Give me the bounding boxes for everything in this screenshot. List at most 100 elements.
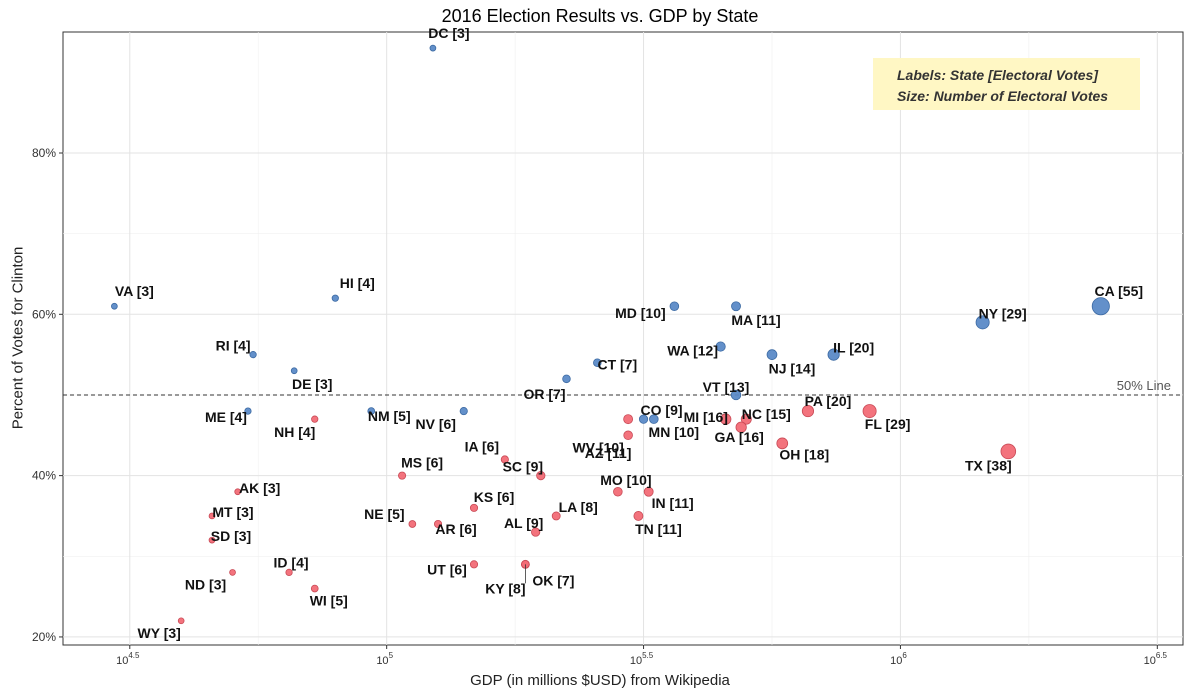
point-label-mt: MT [3]: [212, 504, 253, 520]
point-label-vt: VT [13]: [703, 379, 750, 395]
data-point-ga: [735, 421, 747, 433]
data-point-ma: [731, 301, 741, 312]
data-point-nc: [740, 413, 752, 425]
point-label-id: ID [4]: [274, 554, 309, 570]
reference-line-group: 50% Line: [63, 378, 1183, 396]
point-label-ne: NE [5]: [364, 506, 404, 522]
point-label-az: AZ [11]: [585, 445, 632, 461]
point-label-hi: HI [4]: [340, 275, 375, 291]
point-label-ok: OK [7]: [532, 572, 574, 588]
data-point-vt: [730, 389, 742, 401]
data-point-ms: [398, 471, 407, 480]
data-point-oh: [776, 437, 789, 450]
legend-note: Labels: State [Electoral Votes] Size: Nu…: [873, 58, 1140, 110]
data-point-la: [551, 511, 561, 521]
data-point-ia: [500, 455, 509, 464]
point-labels: VA [3] DC [3] HI [4] RI [4] DE [3] ME [4] NM […: [115, 25, 1143, 641]
point-label-nh: NH [4]: [274, 424, 315, 440]
data-point-ny: [975, 315, 990, 330]
data-point-me: [244, 407, 252, 415]
point-label-fl: FL [29]: [865, 416, 911, 432]
point-label-me: ME [4]: [205, 409, 247, 425]
data-point-or: [562, 374, 571, 384]
point-label-tx: TX [38]: [965, 457, 1012, 473]
point-label-ga: GA [16]: [715, 429, 764, 445]
point-label-oh: OH [18]: [779, 446, 829, 462]
point-label-nc: NC [15]: [742, 406, 791, 422]
point-label-ct: CT [7]: [597, 357, 637, 373]
point-label-nv: NV [6]: [416, 416, 456, 432]
chart-title: 2016 Election Results vs. GDP by State: [441, 6, 759, 26]
point-label-or: OR [7]: [523, 386, 565, 402]
x-tick-label: 106: [890, 651, 907, 667]
y-tick-label: 40%: [32, 469, 56, 483]
data-point-in: [643, 486, 654, 497]
data-point-nd: [229, 569, 236, 576]
point-label-wy: WY [3]: [138, 625, 181, 641]
data-point-hi: [331, 294, 339, 302]
point-label-wv: WV [10]: [572, 439, 623, 455]
point-label-ri: RI [4]: [216, 338, 251, 354]
data-point-mn: [649, 414, 659, 424]
plot-panel: [62, 31, 1184, 646]
data-point-mi: [720, 413, 732, 425]
y-tick-label: 80%: [32, 146, 56, 160]
point-label-mn: MN [10]: [649, 424, 700, 440]
data-point-ct: [593, 358, 602, 367]
data-point-mo: [613, 486, 623, 497]
data-point-ca: [1091, 297, 1110, 316]
data-point-md: [669, 301, 680, 311]
x-tick-label: 104.5: [116, 651, 140, 667]
legend-line-size: Size: Number of Electoral Votes: [897, 88, 1109, 104]
point-label-ms: MS [6]: [401, 455, 443, 471]
data-point-wi: [310, 584, 319, 593]
point-label-nm: NM [5]: [368, 408, 411, 424]
data-point-nm: [367, 407, 376, 415]
point-label-ut: UT [6]: [427, 561, 467, 577]
data-point-il: [827, 348, 840, 361]
point-label-ar: AR [6]: [435, 521, 476, 537]
point-label-mo: MO [10]: [600, 472, 651, 488]
data-point-sd: [208, 536, 216, 544]
point-label-co: CO [9]: [641, 402, 683, 418]
point-label-nd: ND [3]: [185, 576, 226, 592]
point-label-sc: SC [9]: [503, 459, 543, 475]
point-label-ia: IA [6]: [465, 438, 499, 454]
point-label-ks: KS [6]: [474, 489, 514, 505]
point-label-il: IL [20]: [833, 340, 874, 356]
x-tick-label: 105: [376, 651, 393, 667]
data-point-al: [531, 527, 541, 537]
point-label-sd: SD [3]: [211, 528, 251, 544]
y-tick-label: 20%: [32, 630, 56, 644]
x-tick-label: 106.5: [1144, 651, 1168, 667]
data-point-id: [285, 568, 293, 577]
data-point-nj: [766, 349, 778, 360]
data-point-wv: [623, 430, 633, 441]
data-point-de: [290, 367, 298, 375]
data-point-ne: [408, 520, 417, 528]
data-point-wy: [177, 617, 185, 625]
grid-lines: [63, 32, 1183, 645]
point-label-ak: AK [3]: [239, 480, 280, 496]
reference-line-label: 50% Line: [1117, 378, 1171, 393]
point-label-ca: CA [55]: [1095, 283, 1144, 299]
data-point-fl: [862, 404, 877, 419]
data-point-wa: [715, 341, 726, 352]
point-label-de: DE [3]: [292, 376, 332, 392]
data-point-ri: [249, 351, 257, 359]
point-label-al: AL [9]: [504, 515, 543, 531]
point-label-md: MD [10]: [615, 305, 666, 321]
legend-line-labels: Labels: State [Electoral Votes]: [897, 67, 1098, 83]
point-label-ny: NY [29]: [979, 305, 1027, 321]
point-label-ma: MA [11]: [731, 312, 780, 328]
data-point-dc: [429, 44, 437, 52]
data-point-nh: [311, 415, 319, 423]
data-point-ak: [234, 488, 242, 496]
point-label-in: IN [11]: [652, 495, 694, 511]
point-label-wi: WI [5]: [310, 593, 348, 609]
point-label-wa: WA [12]: [667, 343, 718, 359]
data-point-tn: [633, 511, 644, 521]
data-point-mt: [208, 512, 216, 520]
